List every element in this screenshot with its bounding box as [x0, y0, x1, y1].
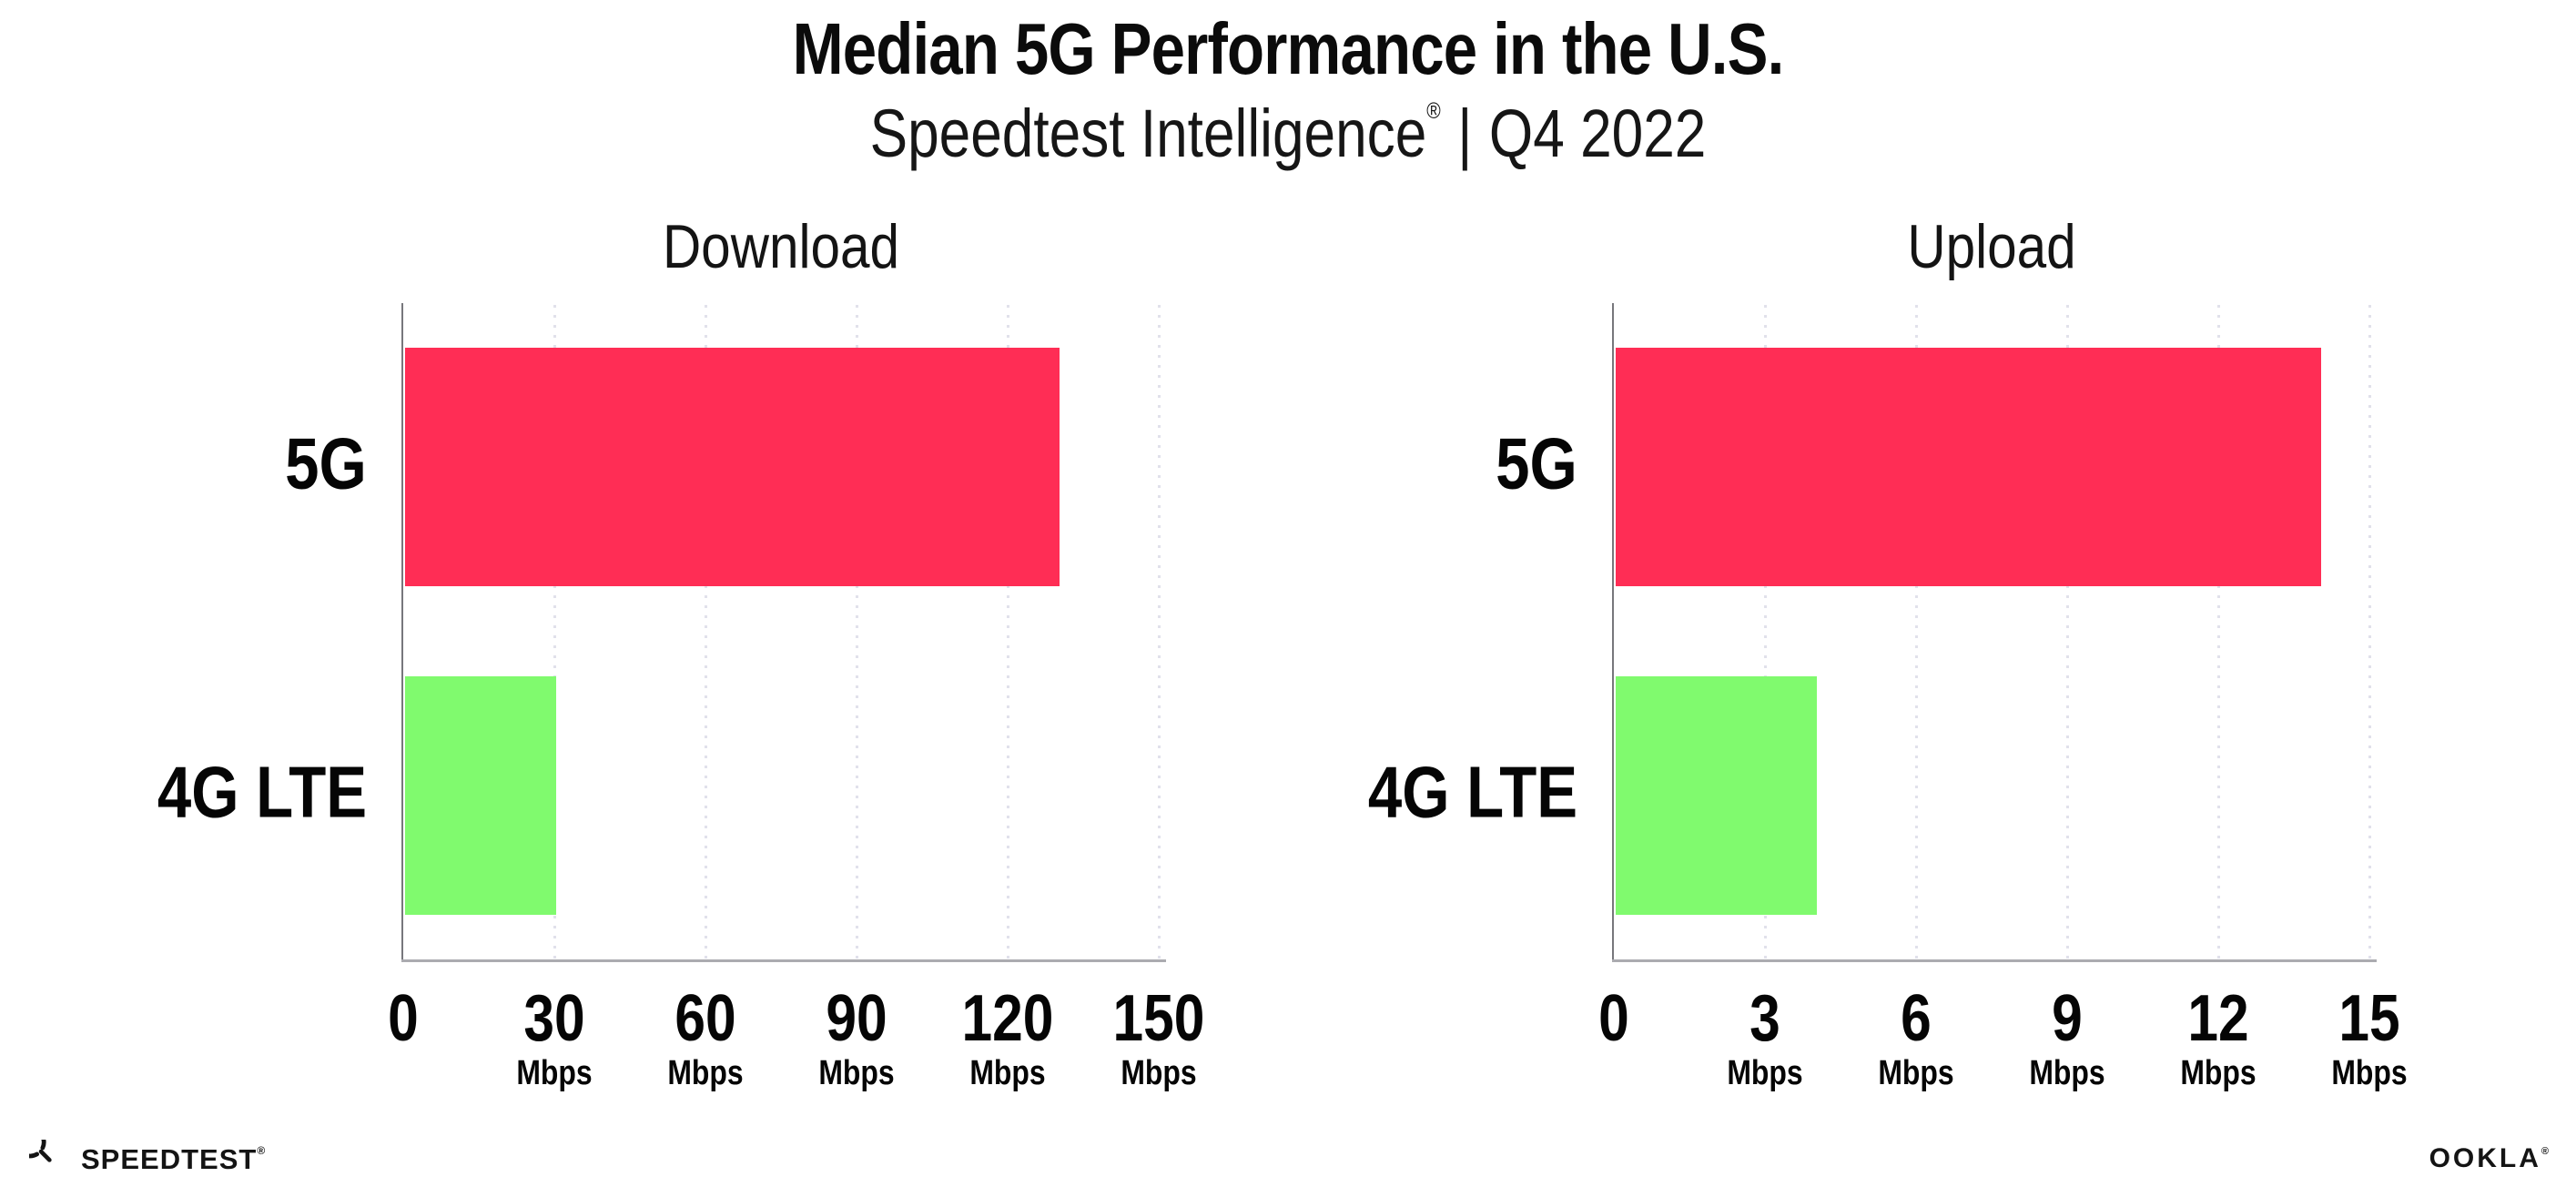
gridline-9-mbps	[2066, 305, 2069, 959]
ookla-wordmark: OOKLA	[2429, 1143, 2541, 1173]
gridline-90-mbps	[856, 305, 858, 959]
download-plot-area: 5G 4G LTE 0 30 Mbps 60 Mbps 90 Mbps 120 Mbps 150 Mbp…	[157, 303, 1204, 1092]
gridline-3-mbps	[1764, 305, 1767, 959]
chart-title-upload: Upload	[1907, 212, 2076, 281]
upload-plot-area: 5G 4G LTE 0 3 Mbps 6 Mbps 9 Mbps 12 Mbps 15 Mbps	[1368, 303, 2408, 1092]
gridline-30-mbps	[553, 305, 556, 959]
y-axis-line	[1612, 303, 1614, 959]
x-axis-line	[1612, 959, 2377, 962]
x-tick-label-30: 30	[523, 982, 585, 1055]
chart-title-download: Download	[662, 212, 900, 281]
x-tick-label-150: 150	[1112, 982, 1205, 1055]
bar-4g-lte	[1616, 675, 1818, 915]
x-tick-label-0: 0	[388, 982, 419, 1055]
x-tick-label-6: 6	[1901, 982, 1932, 1055]
speedtest-registered-mark-icon: ®	[257, 1144, 266, 1157]
x-tick-label-9: 9	[2052, 982, 2083, 1055]
x-tick-unit-30: Mbps	[516, 1054, 593, 1092]
gridline-150-mbps	[1158, 305, 1161, 959]
x-tick-unit-3: Mbps	[1727, 1054, 1803, 1092]
subtitle-brand: Speedtest Intelligence	[869, 96, 1427, 171]
category-label-5g: 5G	[285, 422, 367, 504]
ookla-registered-mark-icon: ®	[2541, 1146, 2549, 1157]
speedtest-wordmark: SPEEDTEST®	[81, 1143, 266, 1175]
gridline-15-mbps	[2368, 305, 2371, 959]
page-title: Median 5G Performance in the U.S.	[792, 8, 1785, 89]
x-tick-label-90: 90	[826, 982, 887, 1055]
gridline-120-mbps	[1007, 305, 1009, 959]
x-tick-unit-120: Mbps	[969, 1054, 1046, 1092]
gridline-60-mbps	[705, 305, 707, 959]
x-tick-unit-9: Mbps	[2029, 1054, 2105, 1092]
x-tick-unit-150: Mbps	[1121, 1054, 1197, 1092]
registered-mark-icon: ®	[1426, 98, 1441, 124]
bar-5g	[1616, 348, 2321, 587]
gridline-12-mbps	[2217, 305, 2220, 959]
x-tick-label-60: 60	[674, 982, 736, 1055]
x-tick-unit-6: Mbps	[1878, 1054, 1954, 1092]
x-tick-unit-90: Mbps	[818, 1054, 895, 1092]
subtitle-period: Q4 2022	[1488, 96, 1707, 171]
x-tick-label-12: 12	[2187, 982, 2249, 1055]
category-label-4g-lte: 4G LTE	[1367, 751, 1577, 833]
x-tick-unit-15: Mbps	[2331, 1054, 2408, 1092]
page-subtitle: Speedtest Intelligence® | Q4 2022	[206, 95, 2369, 172]
x-tick-label-15: 15	[2338, 982, 2400, 1055]
x-tick-unit-60: Mbps	[667, 1054, 744, 1092]
speedtest-gauge-icon	[29, 1140, 52, 1162]
category-label-4g-lte: 4G LTE	[157, 751, 367, 833]
ookla-logo: OOKLA®	[2429, 1143, 2549, 1174]
x-tick-label-0: 0	[1598, 982, 1629, 1055]
bar-4g-lte	[405, 675, 556, 915]
x-tick-label-3: 3	[1749, 982, 1780, 1055]
x-tick-unit-12: Mbps	[2180, 1054, 2257, 1092]
gridline-6-mbps	[1915, 305, 1918, 959]
bar-5g	[405, 348, 1060, 587]
speedtest-logo: SPEEDTEST®	[29, 1140, 265, 1180]
subtitle-separator: |	[1457, 96, 1473, 171]
x-tick-label-120: 120	[961, 982, 1054, 1055]
category-label-5g: 5G	[1496, 422, 1577, 504]
x-axis-line	[401, 959, 1166, 962]
y-axis-line	[401, 303, 403, 959]
